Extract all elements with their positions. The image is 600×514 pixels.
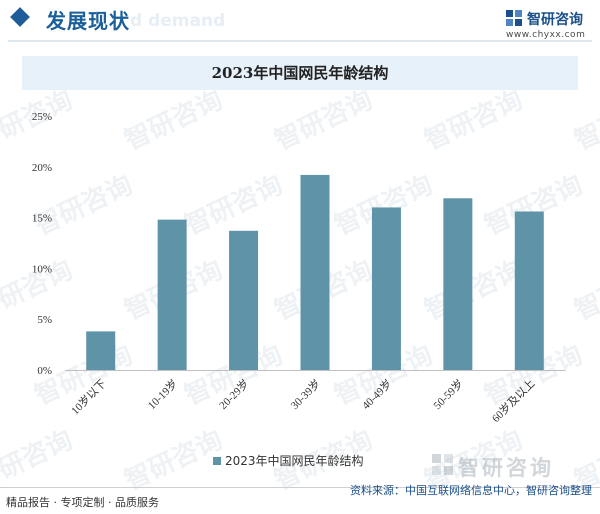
watermark-text: 智研咨询	[570, 84, 600, 156]
bar	[86, 331, 116, 370]
watermark-text: 智研咨询	[270, 84, 377, 156]
watermark-text: 智研咨询	[180, 169, 287, 241]
legend: 2023年中国网民年龄结构	[213, 453, 364, 468]
watermark-text: 智研咨询	[420, 254, 527, 326]
y-tick-label: 25%	[32, 111, 52, 123]
bar	[229, 230, 259, 370]
brand-logo: 智研咨询 www.chyxx.com	[506, 8, 586, 40]
bar	[514, 211, 544, 370]
footer-tagline: 精品报告 · 专项定制 · 品质服务	[6, 496, 159, 509]
header-divider	[8, 40, 592, 42]
y-axis: 0% 5% 10% 15% 20% 25%	[32, 111, 52, 377]
bar	[157, 219, 187, 370]
bar	[443, 198, 473, 370]
section-header: d demand 发展现状 智研咨询 www.chyxx.com	[0, 0, 600, 44]
y-tick-label: 20%	[32, 162, 52, 174]
watermark-text: 智研咨询	[30, 169, 137, 241]
brand-name: 智研咨询	[527, 12, 583, 28]
y-tick-label: 5%	[37, 314, 52, 326]
bar	[300, 174, 330, 370]
watermark-logo: 智研咨询	[432, 452, 592, 482]
watermark-text: 智研咨询	[120, 424, 227, 496]
watermark-text: 智研咨询	[120, 84, 227, 156]
x-tick-label: 10-19岁	[144, 376, 180, 412]
y-tick-label: 15%	[32, 213, 52, 225]
brand-mark-icon	[506, 10, 522, 26]
bars	[86, 174, 544, 370]
brand-url: www.chyxx.com	[506, 30, 586, 40]
watermark-logo-text: 智研咨询	[458, 456, 554, 480]
chart-title: 2023年中国网民年龄结构	[211, 64, 389, 82]
watermark-text: 智研咨询	[570, 254, 600, 326]
section-subtitle: d demand	[130, 11, 226, 31]
y-tick-label: 0%	[37, 365, 52, 377]
watermark-text: 智研咨询	[0, 424, 77, 496]
y-tick-label: 10%	[32, 263, 52, 275]
section-title: 发展现状	[46, 9, 130, 33]
bar	[371, 207, 401, 370]
chart-title-band: 2023年中国网民年龄结构	[22, 56, 578, 90]
x-tick-label: 50-59岁	[430, 376, 466, 412]
legend-swatch	[213, 457, 221, 465]
x-tick-label: 30-39岁	[287, 376, 323, 412]
watermark-text: 智研咨询	[420, 84, 527, 156]
footer-divider	[0, 487, 600, 488]
legend-label: 2023年中国网民年龄结构	[225, 453, 364, 468]
watermark-mark-icon	[432, 454, 453, 475]
source-note: 资料来源：中国互联网络信息中心，智研咨询整理	[350, 484, 592, 497]
